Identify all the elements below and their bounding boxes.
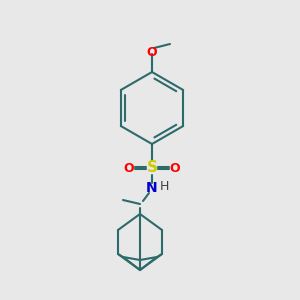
Text: O: O [124, 161, 134, 175]
Text: H: H [159, 181, 169, 194]
Text: O: O [147, 46, 157, 59]
Text: N: N [146, 181, 158, 195]
Text: S: S [146, 160, 158, 175]
Text: O: O [170, 161, 180, 175]
